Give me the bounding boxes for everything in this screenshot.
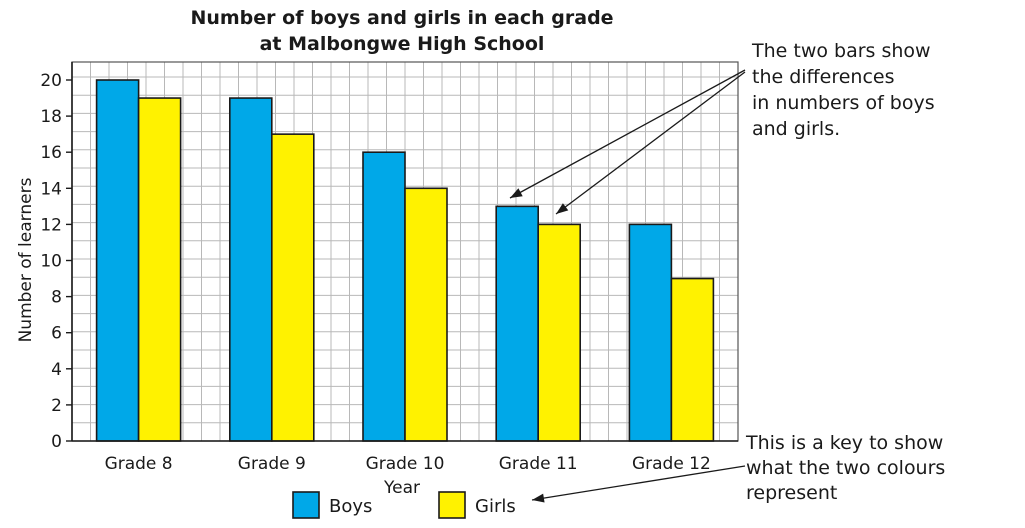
annotation-2-line: represent <box>746 482 837 504</box>
x-tick-label: Grade 8 <box>105 454 173 474</box>
x-tick-label: Grade 9 <box>238 454 306 474</box>
x-tick-label: Grade 11 <box>499 454 578 474</box>
y-tick-label: 20 <box>40 71 62 91</box>
bar-girls-grade-12 <box>670 277 715 442</box>
bar-boys-grade-11 <box>495 205 540 442</box>
bar-girls-grade-10 <box>404 187 448 442</box>
annotation-1-line: the differences <box>752 66 895 88</box>
x-axis-label: Year <box>383 478 420 498</box>
axes <box>71 62 738 442</box>
arrow-to-boys-bar-head <box>510 188 523 198</box>
arrow-to-boys-bar <box>509 69 746 199</box>
y-tick-label: 8 <box>51 288 62 308</box>
arrow-to-legend <box>531 465 746 501</box>
legend-swatch-boys <box>292 491 320 519</box>
legend-swatch-girls <box>438 491 466 519</box>
bar-girls-grade-8 <box>137 97 182 442</box>
arrow-to-girls-bar-head <box>556 203 569 214</box>
annotation-1-line: in numbers of boys <box>752 92 935 114</box>
chart-title-line-2: at Malbongwe High School <box>260 33 545 55</box>
y-tick-label: 14 <box>40 179 62 199</box>
arrow-to-girls-bar <box>555 71 746 215</box>
y-axis-label: Number of learners <box>16 177 36 342</box>
legend-label-girls: Girls <box>475 496 516 517</box>
x-tick-label: Grade 12 <box>632 454 711 474</box>
bar-girls-grade-9 <box>270 133 315 442</box>
bar-boys-grade-8 <box>95 79 140 442</box>
bars <box>95 79 715 442</box>
legend-label-boys: Boys <box>329 496 372 517</box>
y-tick-label: 6 <box>51 324 62 344</box>
x-tick-labels: Grade 8 Grade 9 Grade 10 Grade 11 Grade 12 <box>105 454 711 474</box>
bar-girls-grade-11 <box>537 223 582 442</box>
annotation-2-line: This is a key to show <box>745 432 943 454</box>
bar-boys-grade-12 <box>628 223 673 442</box>
arrow-to-legend-head <box>532 493 545 503</box>
bar-boys-grade-10 <box>362 151 406 442</box>
y-tick-label: 12 <box>40 215 62 235</box>
annotation-1-line: and girls. <box>752 118 840 140</box>
bar-boys-grade-9 <box>229 97 273 442</box>
y-tick-label: 0 <box>51 432 62 452</box>
y-tick-labels: 0 2 4 6 8 10 12 14 16 18 20 <box>40 71 72 452</box>
y-tick-label: 2 <box>51 396 62 416</box>
annotation-1-line: The two bars show <box>751 40 931 62</box>
annotation-2-line: what the two colours <box>746 457 945 479</box>
y-tick-label: 16 <box>40 143 62 163</box>
y-tick-label: 10 <box>40 252 62 272</box>
chart-title-line-1: Number of boys and girls in each grade <box>190 7 613 29</box>
x-tick-label: Grade 10 <box>366 454 445 474</box>
legend: Boys Girls <box>292 491 516 519</box>
annotation-arrows <box>509 69 746 503</box>
y-tick-label: 4 <box>51 360 62 380</box>
y-tick-label: 18 <box>40 107 62 127</box>
annotations: The two bars show the differences in numbe… <box>745 40 945 504</box>
